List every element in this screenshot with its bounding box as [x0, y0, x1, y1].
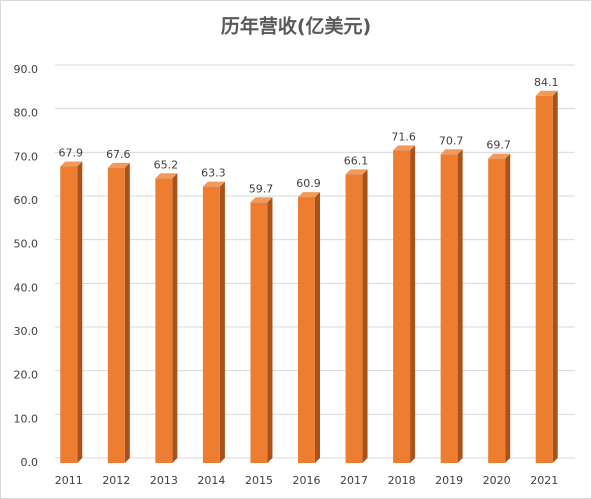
- value-label: 84.1: [534, 76, 559, 89]
- bar: [60, 166, 78, 463]
- bar-side: [552, 90, 558, 463]
- x-tick-label: 2019: [435, 474, 463, 487]
- bar-side: [315, 192, 320, 463]
- bar: [393, 150, 411, 463]
- bar-top: [298, 192, 320, 198]
- bar-side: [457, 149, 463, 463]
- y-tick-label: 40.0: [14, 281, 39, 294]
- y-tick-label: 20.0: [14, 369, 39, 382]
- bar-side: [362, 169, 368, 463]
- x-tick-label: 2014: [197, 474, 225, 487]
- bar: [107, 167, 125, 463]
- x-tick-label: 2016: [293, 474, 321, 487]
- bar-top: [535, 90, 558, 96]
- value-label: 70.7: [439, 134, 464, 147]
- bar-top: [202, 181, 225, 187]
- bar-side: [410, 145, 416, 463]
- value-label: 59.7: [249, 182, 274, 195]
- bar-side: [219, 181, 225, 463]
- bar-top: [440, 149, 463, 155]
- value-label: 66.1: [344, 154, 369, 167]
- x-tick-label: 2017: [340, 474, 368, 487]
- y-tick-label: 80.0: [14, 107, 39, 120]
- y-tick-label: 50.0: [14, 238, 39, 251]
- chart-title: 历年营收(亿美元): [221, 15, 371, 38]
- bar: [155, 178, 173, 463]
- value-label: 67.6: [106, 148, 131, 161]
- bar: [202, 186, 220, 463]
- y-tick-label: 30.0: [14, 325, 39, 338]
- value-label: 67.9: [59, 147, 84, 160]
- bar-top: [155, 173, 178, 179]
- y-tick-label: 90.0: [14, 63, 39, 76]
- bar-top: [488, 153, 511, 159]
- x-tick-label: 2011: [55, 474, 83, 487]
- bar-side: [267, 197, 273, 463]
- bar-top: [393, 145, 416, 151]
- y-tick-label: 10.0: [14, 412, 39, 425]
- bar-top: [250, 197, 273, 203]
- y-tick-label: 60.0: [14, 194, 39, 207]
- value-label: 63.3: [201, 167, 226, 180]
- x-tick-label: 2021: [530, 474, 558, 487]
- bar: [345, 174, 363, 463]
- value-label: 65.2: [154, 158, 179, 171]
- x-tick-label: 2020: [483, 474, 511, 487]
- bar-side: [505, 153, 511, 464]
- bar-side: [77, 161, 83, 463]
- bar-top: [107, 162, 130, 168]
- y-tick-label: 70.0: [14, 150, 39, 163]
- bar-side: [124, 162, 130, 463]
- x-tick-label: 2015: [245, 474, 273, 487]
- bar: [488, 158, 506, 464]
- bar: [535, 95, 553, 463]
- bar: [250, 202, 268, 463]
- bar-top: [345, 169, 368, 175]
- x-tick-label: 2018: [388, 474, 416, 487]
- bar: [298, 197, 315, 463]
- x-tick-label: 2012: [102, 474, 130, 487]
- bar: [440, 154, 458, 463]
- x-tick-label: 2013: [150, 474, 178, 487]
- bar-top: [60, 161, 83, 167]
- bar-side: [172, 173, 178, 463]
- value-label: 69.7: [486, 139, 511, 152]
- value-label: 60.9: [296, 177, 321, 190]
- value-label: 71.6: [391, 130, 416, 143]
- y-tick-label: 0.0: [21, 456, 39, 469]
